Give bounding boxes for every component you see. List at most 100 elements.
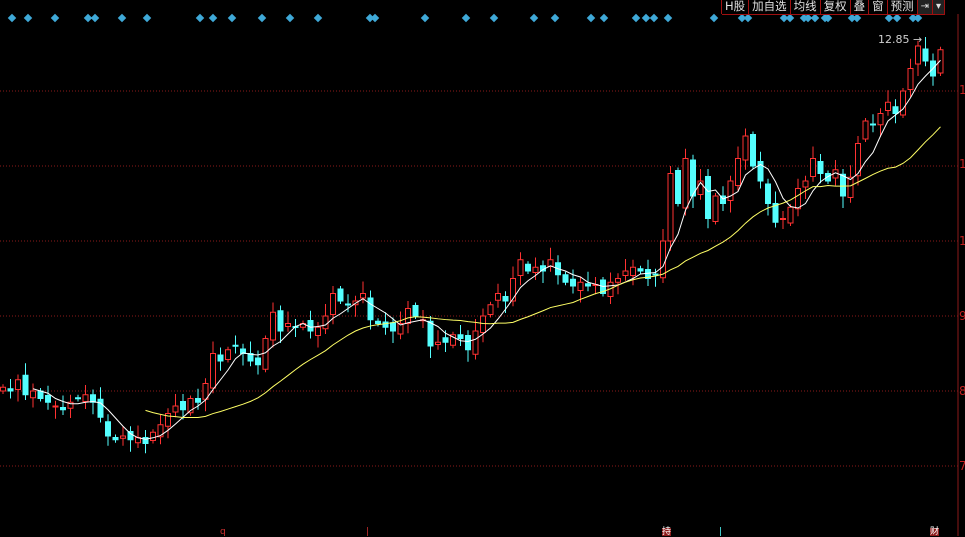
event-marker-icon <box>285 13 295 23</box>
bottom-marker-finance[interactable]: 财 <box>930 527 940 537</box>
event-marker-icon <box>884 13 894 23</box>
event-marker-icon <box>370 13 380 23</box>
adjust-rights-button[interactable]: 复权 <box>819 0 851 14</box>
event-marker-icon <box>420 13 430 23</box>
event-marker-icon <box>208 13 218 23</box>
candle-body <box>210 353 216 389</box>
candle-body <box>487 304 494 315</box>
candle-body <box>322 315 329 330</box>
bottom-marker-q[interactable]: q <box>220 527 226 537</box>
bottom-marker-hold[interactable]: 持 <box>662 527 672 537</box>
event-marker-icon <box>663 13 673 23</box>
candle-body <box>67 401 74 409</box>
candle-body <box>435 341 441 345</box>
bottom-marker-cyan[interactable]: | <box>719 527 723 537</box>
ma5-line <box>32 59 941 440</box>
candle-body <box>697 180 704 195</box>
candle-body <box>45 395 51 403</box>
candle-body <box>480 315 486 333</box>
moving-average-button[interactable]: 均线 <box>789 0 821 14</box>
axis-label-12: 1 <box>959 83 965 97</box>
candle-body <box>82 394 89 402</box>
candle-body <box>262 338 269 370</box>
candle-body <box>675 170 681 204</box>
candle-body <box>547 259 554 267</box>
candle-body <box>510 278 516 302</box>
event-marker-icon <box>631 13 641 23</box>
candle-body <box>862 120 869 140</box>
candle-body <box>397 323 404 335</box>
event-marker-icon <box>586 13 596 23</box>
event-marker-icon <box>195 13 205 23</box>
candle-body <box>562 274 569 283</box>
candle-body <box>720 195 726 204</box>
candle-body <box>120 435 126 439</box>
candle-body <box>90 394 96 403</box>
bottom-marker-red[interactable]: | <box>366 527 370 537</box>
candle-body <box>915 45 921 65</box>
candle-body <box>367 297 374 321</box>
candle-body <box>225 349 231 360</box>
event-marker-icon <box>365 13 375 23</box>
candle-body <box>165 413 171 427</box>
candle-body <box>157 424 164 438</box>
candle-body <box>442 337 449 343</box>
candle-body <box>345 303 351 306</box>
candle-body <box>217 354 224 362</box>
event-marker-icon <box>913 13 923 23</box>
candle-body <box>682 158 689 209</box>
candle-body <box>127 431 134 441</box>
axis-label-9: 9 <box>959 309 965 323</box>
collapse-icon[interactable]: ⇥ <box>916 0 934 14</box>
candle-body <box>255 357 261 366</box>
candle-body <box>577 281 584 291</box>
axis-label-10: 1 <box>959 234 965 248</box>
candle-body <box>802 180 809 188</box>
candle-body <box>517 259 524 276</box>
window-button[interactable]: 窗 <box>868 0 888 14</box>
candle-body <box>0 386 6 392</box>
candle-body <box>817 161 824 174</box>
candle-body <box>810 158 816 177</box>
candle-body <box>337 288 344 302</box>
candle-body <box>37 390 44 399</box>
candle-body <box>7 388 14 392</box>
candle-body <box>360 293 366 299</box>
event-marker-icon <box>892 13 902 23</box>
candle-body <box>735 158 741 186</box>
candle-body <box>742 135 749 161</box>
candle-body <box>877 113 884 126</box>
candle-body <box>840 173 846 197</box>
candle-body <box>187 398 194 414</box>
candle-body <box>705 176 711 219</box>
candle-body <box>795 188 801 210</box>
candle-body <box>855 143 861 177</box>
candle-body <box>622 270 629 276</box>
candle-body <box>22 374 29 396</box>
candle-body <box>457 334 464 339</box>
event-marker-icon <box>461 13 471 23</box>
candle-body <box>150 431 156 441</box>
candle-body <box>330 293 336 315</box>
event-marker-icon <box>785 13 795 23</box>
candle-body <box>502 296 509 302</box>
candle-body <box>240 348 246 354</box>
dropdown-arrow-icon[interactable]: ▾ <box>932 0 946 14</box>
axis-label-11: 1 <box>959 157 965 171</box>
candle-body <box>907 68 914 90</box>
overlay-button[interactable]: 叠 <box>849 0 870 14</box>
event-marker-icon <box>227 13 237 23</box>
candle-body <box>667 173 674 242</box>
candle-body <box>97 398 104 418</box>
h-share-button[interactable]: H股 <box>721 0 750 14</box>
candle-body <box>885 101 891 111</box>
candle-body <box>382 321 389 328</box>
event-marker-icon <box>23 13 33 23</box>
add-watchlist-button[interactable]: 加自选 <box>748 0 791 14</box>
event-marker-icon <box>550 13 560 23</box>
candle-body <box>772 203 779 223</box>
candle-body <box>532 266 539 273</box>
forecast-button[interactable]: 预测 <box>886 0 918 14</box>
candle-body <box>405 308 411 324</box>
candle-body <box>652 273 659 276</box>
